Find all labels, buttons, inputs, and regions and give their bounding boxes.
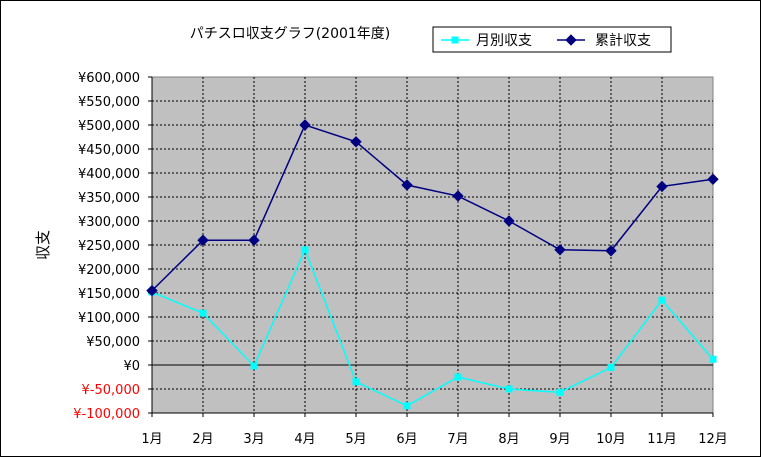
- x-tick-label: 10月: [596, 432, 626, 447]
- data-point: [301, 246, 309, 254]
- data-point: [454, 373, 462, 381]
- series-layer: [146, 119, 719, 410]
- data-point: [146, 284, 158, 297]
- y-axis-label: 収支: [34, 230, 52, 260]
- data-point: [707, 173, 719, 185]
- data-point: [352, 378, 360, 386]
- data-point: [299, 119, 311, 131]
- x-tick-label: 3月: [243, 432, 264, 447]
- data-point: [452, 190, 464, 202]
- x-tick-label: 2月: [192, 432, 213, 447]
- y-tick-label: ¥100,000: [78, 311, 140, 326]
- x-tick-label: 9月: [549, 432, 570, 447]
- x-tick-label: 1月: [141, 432, 162, 447]
- series-line: [151, 124, 714, 292]
- y-tick-label: ¥250,000: [78, 239, 140, 254]
- legend-item: 月別収支: [441, 33, 532, 49]
- y-tick-label: ¥200,000: [78, 263, 140, 278]
- y-tick-label: ¥-100,000: [73, 407, 140, 422]
- data-point: [505, 385, 513, 393]
- x-tick-label: 5月: [345, 432, 366, 447]
- x-tick-label: 6月: [396, 432, 417, 447]
- data-point: [556, 388, 564, 396]
- x-tick-label: 11月: [647, 432, 677, 447]
- y-tick-label: ¥0: [123, 359, 140, 374]
- data-point: [656, 180, 668, 193]
- x-tick-label: 4月: [294, 432, 315, 447]
- legend-box: [432, 26, 672, 53]
- series-1: [148, 246, 717, 410]
- y-tick-label: ¥600,000: [78, 71, 140, 86]
- legend-label: 累計収支: [595, 33, 651, 49]
- data-point: [605, 245, 617, 257]
- data-point: [197, 234, 209, 246]
- chart-title: パチスロ収支グラフ(2001年度): [190, 26, 391, 42]
- legend-marker: [451, 36, 459, 44]
- legend: 月別収支 累計収支: [432, 26, 672, 53]
- y-tick-label: ¥400,000: [78, 167, 140, 182]
- y-tick-label: ¥-50,000: [82, 383, 140, 398]
- data-point: [503, 215, 515, 227]
- data-point: [403, 402, 411, 410]
- legend-item: 累計収支: [557, 33, 651, 49]
- data-point: [709, 355, 717, 363]
- legend-marker: [565, 34, 577, 46]
- y-axis-ticks: ¥600,000 ¥550,000 ¥500,000 ¥450,000 ¥400,000…: [73, 71, 152, 422]
- x-tick-label: 8月: [498, 432, 519, 447]
- data-point: [248, 234, 260, 246]
- legend-label: 月別収支: [476, 33, 532, 49]
- data-point: [658, 296, 666, 304]
- y-tick-label: ¥50,000: [86, 335, 140, 350]
- y-tick-label: ¥300,000: [78, 215, 140, 230]
- y-tick-label: ¥350,000: [78, 191, 140, 206]
- y-tick-label: ¥150,000: [78, 287, 140, 302]
- x-tick-label: 12月: [698, 432, 728, 447]
- data-point: [350, 136, 362, 148]
- y-tick-label: ¥500,000: [78, 119, 140, 134]
- series-line: [151, 247, 714, 407]
- data-point: [401, 179, 413, 191]
- y-tick-label: ¥550,000: [78, 95, 140, 110]
- x-tick-label: 7月: [447, 432, 468, 447]
- x-axis-ticks: 1月 2月 3月 4月 5月 6月 7月 8月 9月 10月 11月 12月: [141, 413, 728, 447]
- data-point: [607, 363, 615, 371]
- data-point: [199, 309, 207, 317]
- series-2: [146, 119, 719, 297]
- data-point: [554, 244, 566, 256]
- data-point: [250, 362, 258, 370]
- y-tick-label: ¥450,000: [78, 143, 140, 158]
